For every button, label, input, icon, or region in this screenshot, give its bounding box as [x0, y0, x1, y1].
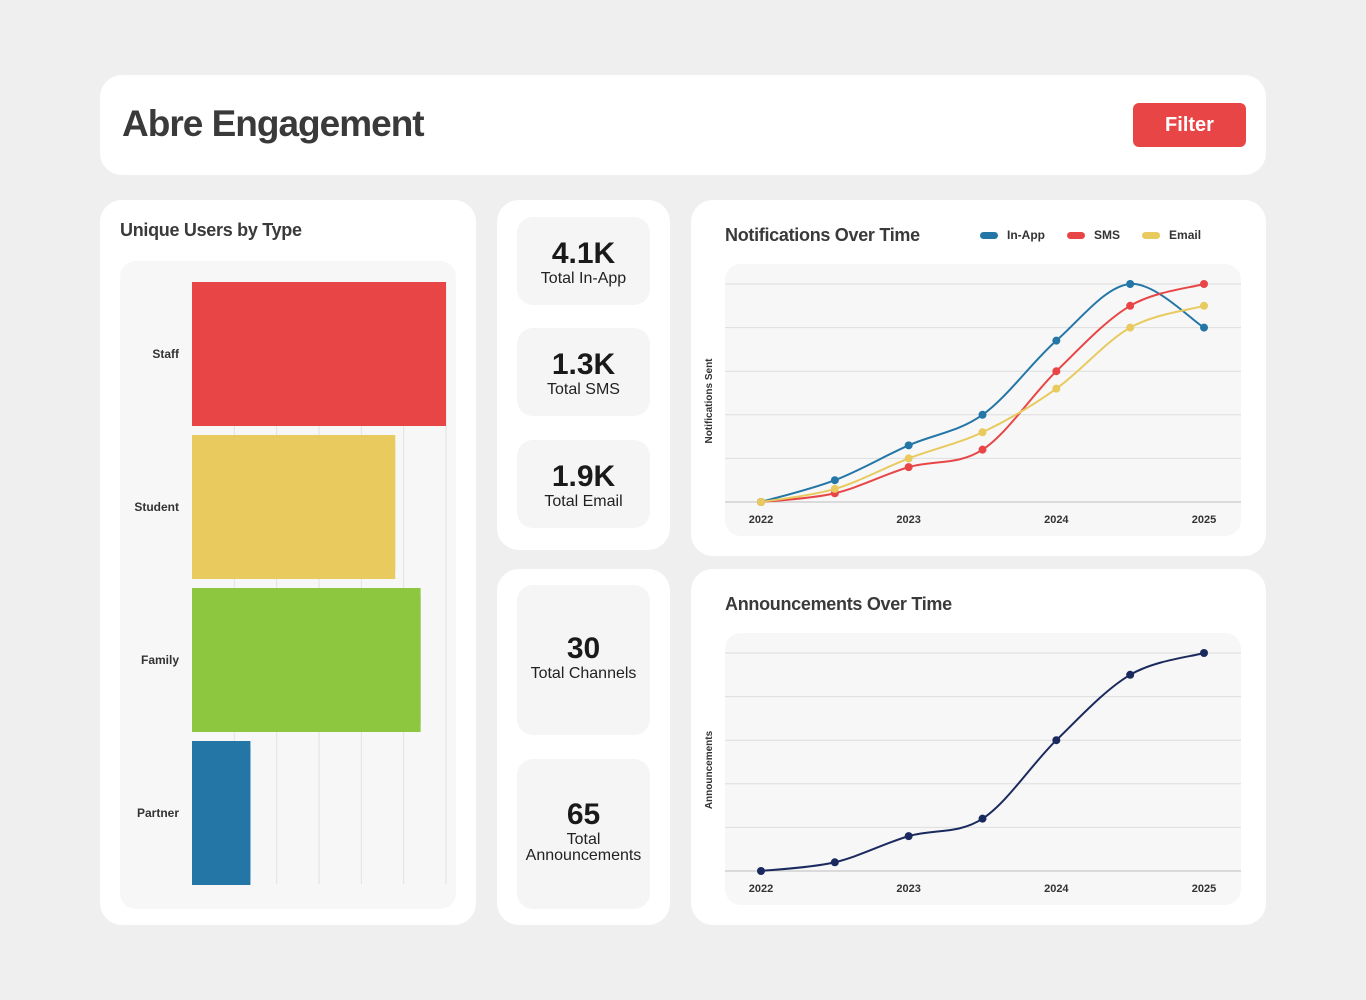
- bar-partner-fill: [232, 741, 243, 885]
- bar-label-family: Family: [141, 653, 179, 667]
- bar-label-student: Student: [134, 500, 179, 514]
- bar-family: [192, 588, 421, 732]
- notifications-point-email-0: [757, 498, 765, 506]
- stat-sms: 1.3K Total SMS: [517, 328, 650, 416]
- announcements-card: 2022 2023 2024 2025 Announcements Announceme…: [691, 569, 1266, 925]
- stat-in-app: 4.1K Total In-App: [517, 217, 650, 305]
- bar-label-partner: Partner: [137, 806, 179, 820]
- announcements-xtick-2025: 2025: [1192, 883, 1216, 895]
- stat-channels-value: 30: [566, 632, 601, 665]
- notifications-point-in-app-3: [978, 410, 987, 419]
- stat-announcements-label-2: Announcements: [525, 847, 642, 864]
- notifications-point-in-app-1: [830, 476, 839, 485]
- stat-announcements-value: 65: [566, 798, 601, 831]
- notifications-point-in-app-5: [1126, 280, 1135, 288]
- notifications-point-email-2: [904, 454, 913, 463]
- stat-in-app-value: 4.1K: [551, 237, 616, 270]
- stat-sms-label: Total SMS: [547, 381, 620, 398]
- notifications-chart-title: Notifications Over Time: [725, 225, 920, 245]
- bar-student-fill: [377, 435, 388, 579]
- users-chart-title: Unique Users by Type: [120, 220, 302, 240]
- notifications-point-email-5: [1126, 323, 1135, 332]
- announcements-point-announcements-0: [757, 867, 765, 875]
- stat-sms-value: 1.3K: [551, 348, 616, 381]
- bar-staff: [192, 282, 446, 426]
- stat-announcements: 65 Total Announcements: [517, 759, 650, 909]
- announcements-point-announcements-4: [1052, 736, 1061, 745]
- legend-label-sms: SMS: [1094, 228, 1121, 242]
- notifications-point-email-6: [1200, 301, 1208, 310]
- stat-channels: 30 Total Channels: [517, 585, 650, 735]
- notifications-point-in-app-2: [904, 441, 913, 450]
- bar-staff-fill: [428, 282, 438, 426]
- announcements-chart-title: Announcements Over Time: [725, 594, 952, 614]
- stat-in-app-label: Total In-App: [540, 270, 627, 287]
- legend-swatch-in-app: [980, 231, 998, 239]
- users-bar-chart: Staff Student Family Partner: [120, 261, 456, 909]
- notifications-card: 2022 2023 2024 2025 Notifications Sent Notif…: [691, 200, 1266, 556]
- page-title: Abre Engagement: [122, 103, 425, 144]
- notifications-line-chart: 2022 2023 2024 2025 Notifications Sent: [704, 264, 1241, 536]
- announcements-point-announcements-3: [978, 814, 987, 823]
- bar-group-student: Student: [134, 435, 396, 579]
- notifications-point-email-1: [830, 484, 839, 493]
- announcements-line-chart: 2022 2023 2024 2025 Announcements: [704, 633, 1241, 905]
- announcements-plot-area: [725, 633, 1241, 905]
- notifications-point-email-4: [1052, 384, 1061, 393]
- notifications-point-sms-3: [978, 445, 987, 454]
- notifications-point-sms-5: [1126, 301, 1135, 310]
- notifications-point-in-app-6: [1200, 323, 1208, 332]
- stat-email: 1.9K Total Email: [517, 440, 650, 528]
- filter-button[interactable]: Filter: [1133, 103, 1246, 147]
- announcements-xtick-2023: 2023: [896, 883, 920, 895]
- legend-label-in-app: In-App: [1007, 228, 1045, 242]
- notifications-point-in-app-4: [1052, 336, 1061, 345]
- notifications-legend: In-App SMS Email: [980, 228, 1201, 242]
- legend-label-email: Email: [1169, 228, 1202, 242]
- notifications-xtick-2025: 2025: [1192, 514, 1216, 526]
- notifications-plot-area: [725, 264, 1241, 536]
- bar-group-staff: Staff: [152, 282, 446, 426]
- announcements-point-announcements-6: [1200, 649, 1208, 657]
- announcements-xtick-2022: 2022: [749, 883, 773, 895]
- stat-channels-label: Total Channels: [530, 665, 637, 682]
- notifications-ylabel: Notifications Sent: [704, 358, 715, 444]
- stat-announcements-label-1: Total: [566, 831, 601, 848]
- bar-student: [192, 435, 396, 579]
- announcements-xtick-2024: 2024: [1044, 883, 1069, 895]
- notifications-point-sms-2: [904, 463, 913, 472]
- notifications-point-sms-4: [1052, 367, 1061, 376]
- notifications-point-email-3: [978, 428, 987, 437]
- announcements-point-announcements-1: [830, 858, 839, 867]
- bar-label-staff: Staff: [152, 347, 180, 361]
- legend-item-sms: SMS: [1067, 228, 1120, 242]
- notifications-xtick-2022: 2022: [749, 514, 773, 526]
- notification-stats-card: 4.1K Total In-App 1.3K Total SMS 1.9K To…: [497, 200, 670, 550]
- notifications-xtick-2023: 2023: [896, 514, 920, 526]
- bar-group-partner: Partner: [137, 741, 251, 885]
- notifications-point-sms-6: [1200, 280, 1208, 288]
- legend-swatch-email: [1142, 231, 1161, 239]
- users-by-type-card: Unique Users by Type Staff Student Family P…: [100, 200, 476, 925]
- notifications-xtick-2024: 2024: [1044, 514, 1069, 526]
- bar-family-fill: [402, 588, 413, 732]
- stat-email-label: Total Email: [544, 493, 623, 510]
- announcements-ylabel: Announcements: [704, 730, 715, 809]
- legend-swatch-sms: [1067, 231, 1085, 239]
- announcements-point-announcements-5: [1126, 670, 1135, 679]
- announcements-point-announcements-2: [904, 832, 913, 841]
- bar-group-family: Family: [141, 588, 421, 732]
- header-card: Abre Engagement Filter: [100, 75, 1266, 175]
- stat-email-value: 1.9K: [551, 460, 616, 493]
- channel-stats-card: 30 Total Channels 65 Total Announcements: [497, 569, 670, 925]
- legend-item-in-app: In-App: [980, 228, 1045, 242]
- legend-item-email: Email: [1142, 228, 1201, 242]
